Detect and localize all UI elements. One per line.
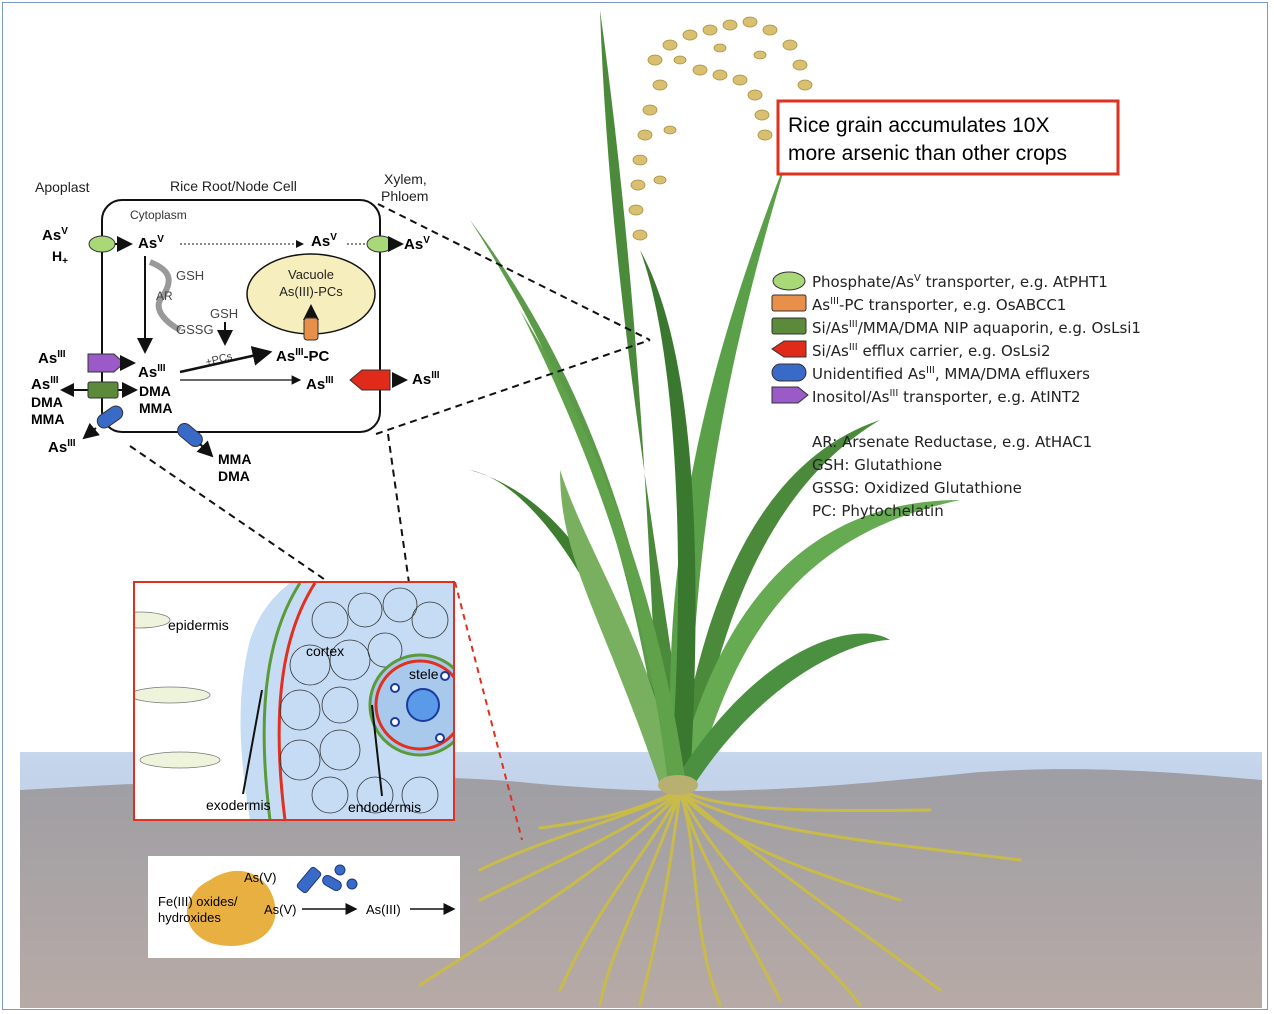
phloem-label: Phloem — [381, 188, 428, 204]
exodermis-label: exodermis — [206, 797, 271, 813]
legend-nip-aquaporin-icon — [771, 317, 807, 335]
cell-diagram: Apoplast Rice Root/Node Cell Xylem, Phlo… — [31, 171, 440, 484]
stele-label: stele — [409, 666, 439, 682]
efflux-carrier-icon — [349, 369, 391, 391]
soil-reaction-box: Fe(III) oxides/ hydroxides As(V) As(V) A… — [148, 856, 460, 958]
dma-cytoplasm-label: DMA — [139, 383, 171, 399]
endodermis-label: endodermis — [348, 799, 421, 815]
dma-efflux-label: DMA — [218, 468, 250, 484]
rice-grains — [628, 16, 813, 241]
callout-line-1: Rice grain accumulates 10X — [788, 114, 1049, 137]
asiii-xylem-label: AsIII — [412, 370, 440, 388]
cortex-label: cortex — [306, 643, 344, 659]
root-cross-section: epidermis cortex stele exodermis endoder… — [133, 581, 455, 821]
callout-line-2: more arsenic than other crops — [788, 142, 1067, 165]
legend: Phosphate/AsV transporter, e.g. AtPHT1 A… — [771, 271, 1141, 406]
phosphate-transporter-icon — [88, 235, 116, 253]
mma-efflux-label: MMA — [218, 451, 251, 467]
legend-item-5: Inositol/AsIII transporter, e.g. AtINT2 — [812, 388, 1081, 406]
vacuole-label: Vacuole — [288, 267, 334, 282]
cell-title: Rice Root/Node Cell — [170, 178, 297, 194]
microbe-coccus-2-icon — [346, 878, 358, 890]
vacuole-content: As(III)-PCs — [279, 284, 343, 299]
as-pc-transporter-icon — [303, 317, 319, 341]
asiii-efflux-apoplast-label: AsIII — [48, 438, 76, 456]
hydroxides-label: hydroxides — [158, 910, 221, 925]
legend-unidentified-effluxer-icon — [771, 363, 807, 382]
gsh-label: GSH — [176, 268, 204, 283]
legend-phosphate-transporter-icon — [772, 271, 806, 291]
asv-cytoplasm-label: AsV — [138, 234, 164, 252]
cytoplasm-label: Cytoplasm — [130, 208, 187, 222]
abbr-gssg: GSSG: Oxidized Glutathione — [812, 479, 1022, 497]
asv-xylem-label: AsV — [404, 235, 430, 253]
dma-apoplast-label: DMA — [31, 394, 63, 410]
abbr-ar: AR: Arsenate Reductase, e.g. AtHAC1 — [812, 433, 1092, 451]
abbreviations: AR: Arsenate Reductase, e.g. AtHAC1 GSH:… — [812, 433, 1092, 520]
inositol-transporter-icon — [87, 353, 125, 373]
callout-box — [776, 99, 1120, 176]
legend-item-4: Unidentified AsIII, MMA/DMA effluxers — [812, 365, 1090, 383]
phosphate-exporter-icon — [366, 235, 394, 253]
microbe-small-rod-icon — [322, 875, 342, 891]
legend-item-3: Si/AsIII efflux carrier, e.g. OsLsi2 — [812, 342, 1051, 360]
gsh2-label: GSH — [210, 306, 238, 321]
asiii-efflux-label: AsIII — [306, 375, 334, 393]
legend-item-1: AsIII-PC transporter, e.g. OsABCC1 — [812, 296, 1066, 314]
mma-cytoplasm-label: MMA — [139, 400, 172, 416]
asv-apoplast-label: AsV — [42, 226, 68, 244]
asv-solution-label: As(V) — [264, 902, 297, 917]
fe-oxide-blob — [186, 870, 276, 946]
asv-sorbed-label: As(V) — [244, 870, 277, 885]
zoom-lines — [129, 203, 651, 591]
epidermis-label: epidermis — [168, 617, 229, 633]
xylem-label: Xylem, — [384, 171, 427, 187]
legend-item-2: Si/AsIII/MMA/DMA NIP aquaporin, e.g. OsL… — [812, 319, 1141, 337]
asiii-solution-label: As(III) — [366, 902, 401, 917]
abbr-gsh: GSH: Glutathione — [812, 456, 942, 474]
rice-plant — [470, 10, 960, 795]
fe-oxide-label: Fe(III) oxides/ — [158, 894, 238, 909]
roots — [418, 788, 1022, 1007]
apoplast-label: Apoplast — [35, 179, 90, 195]
legend-as-pc-transporter-icon — [771, 294, 807, 312]
asiii-cytoplasm-label: AsIII — [138, 363, 166, 381]
microbe-rod-icon — [296, 866, 322, 894]
legend-inositol-transporter-icon — [771, 386, 809, 404]
gssg-label: GSSG — [176, 322, 214, 337]
ar-label: AR — [156, 289, 173, 303]
legend-item-0: Phosphate/AsV transporter, e.g. AtPHT1 — [812, 273, 1108, 291]
abbr-pc: PC: Phytochelatin — [812, 502, 944, 520]
h-plus-label: H+ — [52, 248, 68, 267]
asiii-pc-label: AsIII-PC — [276, 347, 330, 365]
asv-efflux-label: AsV — [311, 232, 337, 250]
nip-aquaporin-icon — [87, 381, 119, 399]
legend-efflux-carrier-icon — [771, 340, 807, 358]
microbe-coccus-icon — [334, 864, 346, 876]
asiii-apoplast-label: AsIII — [38, 349, 66, 367]
root-zoom-line — [454, 581, 523, 841]
mma-apoplast-label: MMA — [31, 411, 64, 427]
asiii-nip-label: AsIII — [31, 375, 59, 393]
